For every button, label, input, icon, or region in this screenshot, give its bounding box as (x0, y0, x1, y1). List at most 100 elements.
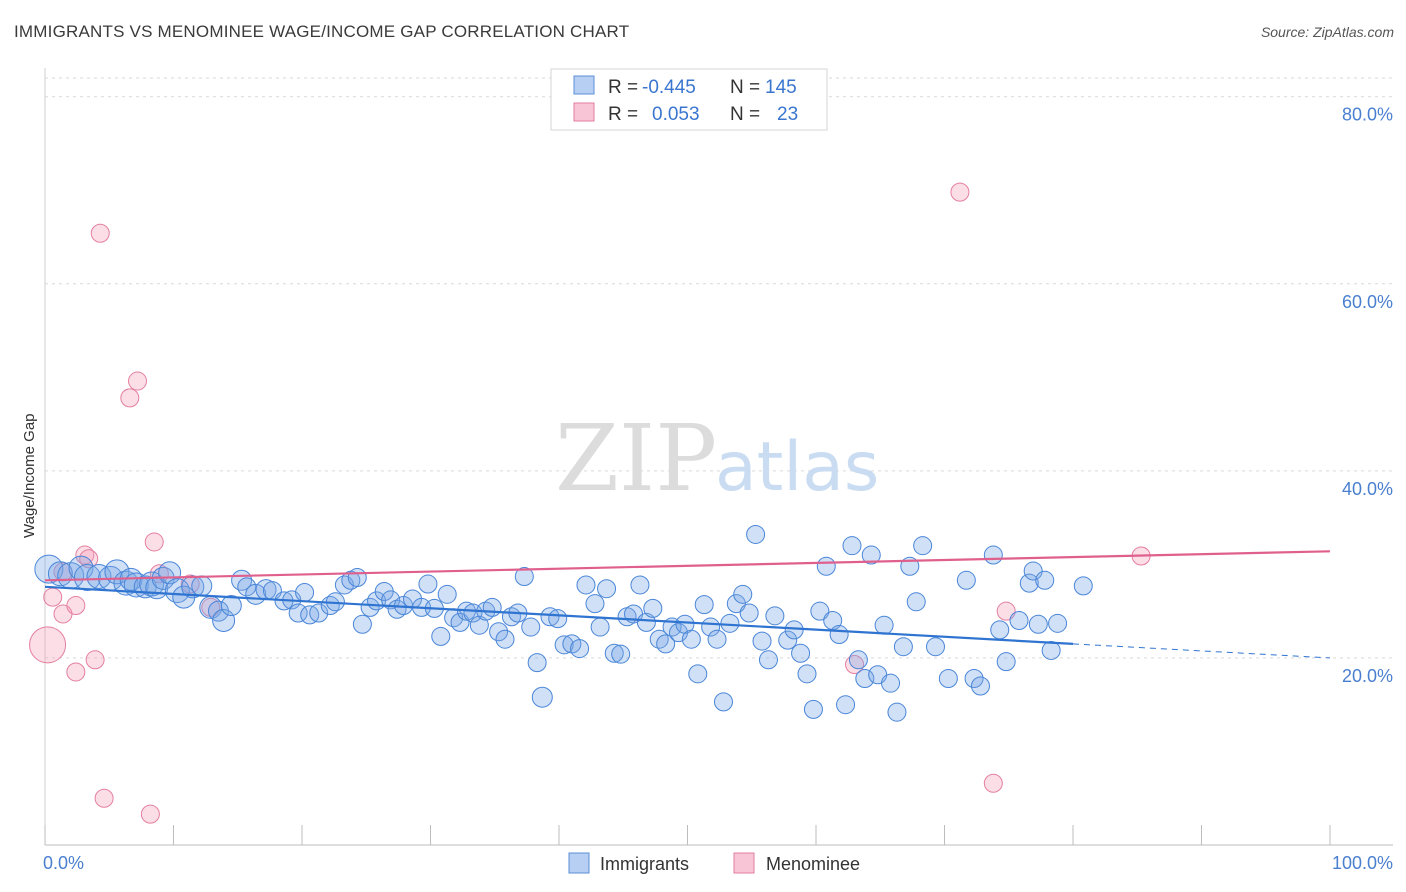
immigrants-point (720, 613, 740, 633)
immigrants-point (970, 676, 990, 696)
immigrants-points (34, 524, 1093, 722)
immigrants-point (810, 601, 830, 621)
immigrants-point (797, 664, 817, 684)
immigrants-point (489, 622, 509, 642)
immigrants-point (791, 643, 811, 663)
immigrants-point (758, 650, 778, 670)
immigrants-point (181, 575, 205, 599)
immigrants-point (964, 669, 984, 689)
legend-swatch-immigrants (573, 75, 595, 95)
series-label-immigrants: Immigrants (600, 854, 689, 874)
immigrants-point (604, 643, 624, 663)
immigrants-point (848, 650, 868, 670)
immigrants-point (1028, 614, 1048, 634)
immigrants-point (1035, 570, 1055, 590)
menominee-point (85, 650, 105, 670)
y-axis-label: Wage/Income Gap (21, 413, 38, 538)
immigrants-point (450, 612, 470, 632)
immigrants-point (681, 629, 701, 649)
menominee-point (128, 371, 148, 391)
y-tick-label: 40.0% (1342, 479, 1393, 499)
immigrants-point (611, 644, 631, 664)
series-swatch-menominee (733, 852, 755, 874)
immigrants-point (295, 582, 315, 602)
menominee-point (996, 601, 1016, 621)
immigrants-point (913, 536, 933, 556)
immigrants-point (842, 536, 862, 556)
immigrants-point (554, 635, 574, 655)
immigrants-point (726, 594, 746, 614)
menominee-points (29, 182, 1151, 824)
immigrants-point (861, 545, 881, 565)
immigrants-trend-line (44, 585, 1074, 645)
series-label-menominee: Menominee (766, 854, 860, 874)
immigrants-point (990, 620, 1010, 640)
menominee-point (950, 182, 970, 202)
immigrants-point (570, 639, 590, 659)
legend-n-label-1: N = (730, 77, 760, 98)
legend-swatch-menominee (573, 102, 595, 122)
immigrants-point (855, 669, 875, 689)
menominee-point (983, 773, 1003, 793)
immigrants-point (418, 574, 438, 594)
series-swatch-immigrants (568, 852, 590, 874)
immigrants-point (172, 585, 196, 609)
immigrants-point (630, 575, 650, 595)
legend-n-value-2: 23 (777, 104, 798, 125)
immigrants-point (656, 634, 676, 654)
immigrants-point (829, 625, 849, 645)
legend-box (550, 68, 828, 131)
immigrants-point (381, 590, 401, 610)
watermark-zip: ZIP (555, 405, 717, 512)
menominee-trend-line (44, 550, 1331, 582)
immigrants-point (191, 575, 213, 597)
immigrants-point (1073, 576, 1093, 596)
immigrants-point (220, 595, 242, 617)
y-tick-label: 80.0% (1342, 105, 1393, 125)
immigrants-point (636, 612, 656, 632)
immigrants-point (1019, 573, 1039, 593)
menominee-point (140, 804, 160, 824)
immigrants-point (694, 595, 714, 615)
y-tick-label: 60.0% (1342, 292, 1393, 312)
immigrants-point (482, 597, 502, 617)
immigrants-point (816, 556, 836, 576)
immigrants-point (469, 615, 489, 635)
immigrants-point (938, 669, 958, 689)
legend-r-label-1: R = (608, 77, 638, 98)
immigrants-point (739, 603, 759, 623)
menominee-point (94, 788, 114, 808)
watermark: ZIP atlas (555, 405, 879, 512)
immigrants-point (597, 579, 617, 599)
immigrants-point (585, 594, 605, 614)
immigrants-point (746, 524, 766, 544)
immigrants-point (431, 626, 451, 646)
menominee-point (43, 587, 63, 607)
immigrants-trend-extension (1072, 643, 1331, 659)
legend-n-value-1: 145 (765, 77, 797, 98)
menominee-point (201, 597, 221, 617)
legend-n-label-2: N = (730, 104, 760, 125)
x-tick-label-max: 100.0% (1332, 853, 1393, 873)
immigrants-point (778, 630, 798, 650)
immigrants-point (956, 570, 976, 590)
immigrants-point (495, 629, 515, 649)
legend-r-value-2: 0.053 (652, 104, 700, 125)
immigrants-point (996, 652, 1016, 672)
series-legend: Immigrants Menominee (568, 852, 860, 874)
chart-title: IMMIGRANTS VS MENOMINEE WAGE/INCOME GAP … (14, 22, 630, 41)
immigrants-point (836, 695, 856, 715)
x-tick-label-min: 0.0% (43, 853, 84, 873)
immigrants-point (531, 686, 553, 708)
menominee-point (90, 223, 110, 243)
immigrants-point (765, 606, 785, 626)
immigrants-point (688, 664, 708, 684)
immigrants-point (906, 592, 926, 612)
menominee-point (66, 596, 86, 616)
immigrants-point (352, 614, 372, 634)
grid-layer (45, 77, 1393, 659)
tick-label-layer: 20.0% 40.0% 60.0% 80.0% 0.0% 100.0% (43, 105, 1393, 873)
axes-layer (44, 68, 1393, 846)
immigrants-point (347, 567, 367, 587)
